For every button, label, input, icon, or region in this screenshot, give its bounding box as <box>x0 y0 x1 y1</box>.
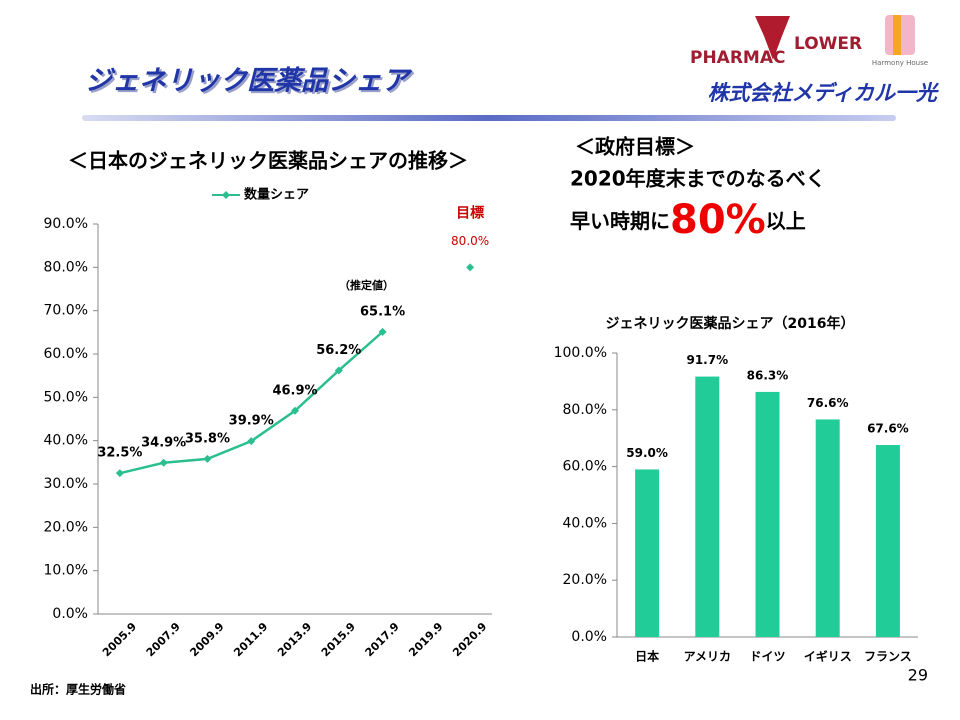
data-label: 65.1% <box>360 304 405 319</box>
x-tick-label: フランス <box>864 650 912 664</box>
data-label: 76.6% <box>807 396 849 410</box>
y-tick-label: 20.0% <box>563 572 607 588</box>
data-label: 86.3% <box>747 368 789 382</box>
data-label: 32.5% <box>97 446 142 461</box>
y-tick-label: 0.0% <box>52 606 88 622</box>
data-label: 46.9% <box>272 383 317 398</box>
goal-heading: ＜政府目標＞ <box>575 135 695 159</box>
x-tick-label: 2005.9 <box>100 620 139 659</box>
y-tick-label: 40.0% <box>44 433 88 449</box>
x-tick-label: 日本 <box>635 649 659 664</box>
bar <box>695 376 720 637</box>
x-tick-label: ドイツ <box>749 650 785 664</box>
data-label: 35.8% <box>185 431 230 446</box>
bar <box>815 419 840 637</box>
x-tick-label: 2011.9 <box>231 620 270 659</box>
data-label: 59.0% <box>626 446 668 460</box>
y-tick-label: 40.0% <box>563 515 607 531</box>
point <box>115 469 124 478</box>
title-underline <box>82 115 896 121</box>
logo-text: PHARMAC <box>690 48 785 68</box>
y-tick-label: 70.0% <box>44 303 88 319</box>
chart-title: ジェネリック医薬品シェア（2016年） <box>606 315 855 332</box>
y-tick-label: 80.0% <box>563 402 607 418</box>
source: 出所：厚生労働省 <box>30 682 126 697</box>
y-tick-label: 60.0% <box>563 459 607 475</box>
goal-text: 2020年度末までのなるべく <box>570 167 826 191</box>
data-label: 56.2% <box>316 343 361 358</box>
title-shadow: ジェネリック医薬品シェア <box>87 68 415 99</box>
flower-logo <box>755 16 790 60</box>
x-tick-label: 2017.9 <box>363 620 402 659</box>
slide-title: ジェネリック医薬品シェア <box>85 66 413 97</box>
y-tick-label: 80.0% <box>44 259 88 275</box>
point <box>247 437 256 446</box>
point <box>203 454 212 463</box>
x-tick-label: 2019.9 <box>406 620 445 659</box>
target-label: 目標 <box>456 204 484 221</box>
goal-number: 80% <box>670 197 766 243</box>
x-tick-label: イギリス <box>804 649 852 664</box>
y-tick-label: 100.0% <box>554 345 607 361</box>
x-tick-label: 2007.9 <box>144 620 183 659</box>
legend-label: 数量シェア <box>244 187 309 203</box>
logo-text: LOWER <box>794 34 862 54</box>
data-label: 34.9% <box>141 435 186 450</box>
y-tick-label: 0.0% <box>571 629 607 645</box>
y-tick-label: 50.0% <box>44 389 88 405</box>
data-label: 67.6% <box>867 422 909 436</box>
point <box>334 366 343 375</box>
goal-text: 早い時期に80%以上 <box>570 197 806 243</box>
company-logo: 株式会社メディカル一光 <box>707 81 940 105</box>
x-tick-label: 2015.9 <box>319 620 358 659</box>
goal-text: 早い時期に <box>570 209 670 233</box>
logo-text: Harmony House <box>872 59 928 67</box>
y-tick-label: 20.0% <box>44 519 88 535</box>
point <box>159 458 168 467</box>
bar <box>755 391 780 637</box>
y-tick-label: 10.0% <box>44 563 88 579</box>
y-tick-label: 60.0% <box>44 346 88 362</box>
point <box>378 327 387 336</box>
bar <box>635 469 660 637</box>
bar <box>875 445 900 637</box>
point <box>291 406 299 415</box>
y-tick-label: 30.0% <box>44 476 88 492</box>
page-number: 29 <box>908 666 928 685</box>
data-label: 39.9% <box>229 414 274 429</box>
x-tick-label: 2013.9 <box>275 620 314 659</box>
x-tick-label: アメリカ <box>684 650 731 664</box>
x-tick-label: 2009.9 <box>187 620 226 659</box>
goal-text: 以上 <box>766 209 806 233</box>
data-label: 80.0% <box>451 234 489 248</box>
annotation: （推定値） <box>339 278 394 292</box>
legend-marker <box>222 191 230 199</box>
point <box>466 263 475 272</box>
y-tick-label: 90.0% <box>44 216 88 232</box>
chart-title: ＜日本のジェネリック医薬品シェアの推移＞ <box>68 149 468 173</box>
harmony-logo <box>893 15 901 55</box>
x-tick-label: 2020.9 <box>450 620 489 659</box>
data-label: 91.7% <box>686 353 728 367</box>
